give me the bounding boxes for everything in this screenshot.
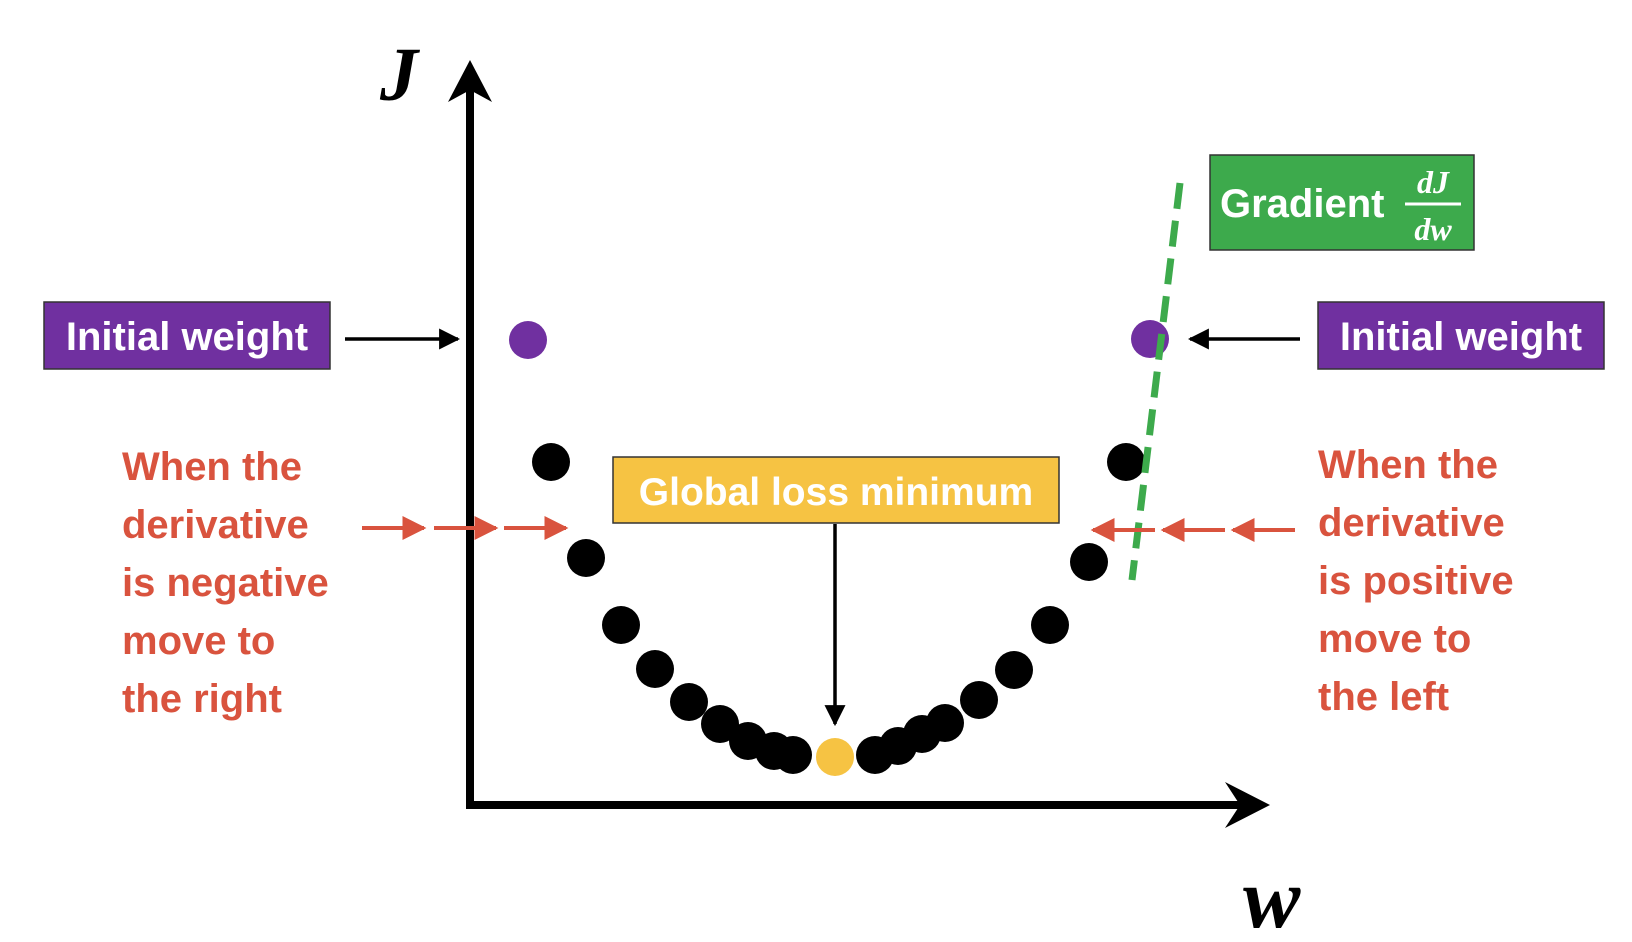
y-axis-arrowhead (448, 60, 492, 102)
note-right-line: is positive (1318, 559, 1514, 603)
note-right-line: move to (1318, 617, 1471, 661)
note-right-line: the left (1318, 675, 1449, 719)
loss-curve-point (567, 539, 605, 577)
gradient-denominator: dw (1414, 211, 1452, 247)
x-axis-label: w (1243, 850, 1301, 942)
loss-curve-point (1031, 606, 1069, 644)
loss-curve-point (602, 606, 640, 644)
note-right-line: When the (1318, 443, 1498, 487)
gradient-numerator: dJ (1417, 164, 1450, 200)
initial-weight-label-right: Initial weight (1340, 315, 1582, 359)
loss-curve-point (960, 681, 998, 719)
y-axis-label: J (379, 33, 420, 117)
loss-curve (532, 443, 1145, 774)
note-left-line: move to (122, 619, 275, 663)
positive-derivative-note: When the derivative is positive move to … (1318, 443, 1514, 719)
initial-weight-point-left (509, 321, 547, 359)
initial-weight-label-left: Initial weight (66, 315, 308, 359)
global-minimum-point (816, 738, 854, 776)
loss-curve-point (995, 651, 1033, 689)
loss-curve-point (774, 736, 812, 774)
initial-weight-box-right (1317, 301, 1605, 370)
note-left-line: derivative (122, 503, 309, 547)
note-left-line: When the (122, 445, 302, 489)
negative-derivative-note: When the derivative is negative move to … (122, 445, 329, 721)
gradient-tangent-line (1128, 182, 1184, 581)
loss-curve-point (670, 683, 708, 721)
loss-curve-point (1070, 543, 1108, 581)
loss-curve-point (532, 443, 570, 481)
global-minimum-box (612, 456, 1060, 524)
note-left-line: the right (122, 677, 282, 721)
loss-curve-point (926, 704, 964, 742)
x-axis-arrowhead (1225, 782, 1270, 828)
loss-curve-point (636, 650, 674, 688)
loss-curve-point (1107, 443, 1145, 481)
gradient-label: Gradient (1220, 182, 1384, 226)
note-right-line: derivative (1318, 501, 1505, 545)
loss-curve-point (701, 705, 739, 743)
initial-weight-box-left (43, 301, 331, 370)
global-minimum-label: Global loss minimum (639, 471, 1033, 514)
note-left-line: is negative (122, 561, 329, 605)
